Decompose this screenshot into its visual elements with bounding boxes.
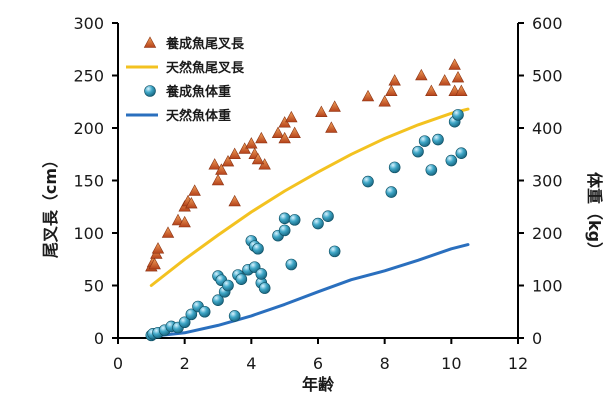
data-point-circle	[228, 310, 241, 322]
data-point-triangle	[288, 126, 301, 139]
data-point-circle	[412, 145, 424, 158]
data-point-circle	[278, 224, 291, 237]
data-point-circle	[418, 135, 431, 147]
legend-label: 養成魚体重	[165, 84, 231, 100]
data-point-triangle	[215, 163, 228, 175]
y-right-tick-label: 600	[532, 14, 563, 33]
x-tick-label: 12	[508, 354, 528, 373]
data-point-triangle	[171, 213, 185, 226]
x-tick-label: 10	[441, 354, 461, 373]
data-point-circle	[425, 164, 438, 176]
data-point-circle	[328, 245, 341, 258]
x-tick-label: 6	[313, 354, 323, 373]
data-point-circle	[452, 109, 464, 121]
data-point-triangle	[211, 173, 225, 186]
data-point-triangle	[208, 158, 221, 170]
data-point-circle	[258, 282, 271, 294]
data-point-triangle	[185, 196, 198, 209]
series-line-天然魚尾叉長	[149, 107, 470, 287]
series-layer	[145, 58, 470, 342]
x-tick-label: 4	[246, 354, 256, 373]
x-tick-label: 0	[113, 354, 123, 373]
data-point-circle	[312, 217, 324, 230]
data-point-circle	[252, 242, 264, 255]
data-point-circle	[385, 186, 398, 198]
data-point-triangle	[361, 89, 375, 102]
y-right-tick-label: 500	[532, 67, 563, 86]
data-point-circle	[222, 279, 234, 292]
data-point-circle	[198, 305, 211, 318]
data-point-triangle	[328, 100, 341, 112]
data-point-triangle	[255, 131, 268, 144]
legend-label: 天然魚体重	[166, 108, 231, 124]
data-point-circle	[388, 161, 401, 174]
data-point-circle	[445, 154, 458, 167]
data-point-circle	[212, 294, 224, 307]
data-point-triangle	[188, 184, 201, 196]
data-point-circle	[255, 268, 268, 280]
data-point-circle	[432, 133, 444, 146]
data-point-triangle	[245, 137, 258, 149]
axes: 0 2 4 6 8 10 120501001502002503000100200300400…	[73, 14, 562, 373]
legend-label: 養成魚尾叉長	[165, 36, 245, 52]
data-point-triangle	[325, 121, 338, 133]
data-point-triangle	[278, 131, 291, 144]
x-axis-label: 年齢	[302, 375, 335, 394]
y-left-tick-label: 250	[73, 67, 104, 86]
data-point-triangle	[438, 74, 451, 86]
data-point-circle	[288, 214, 301, 226]
legend-label: 天然魚尾叉長	[166, 60, 245, 76]
data-point-triangle	[415, 68, 428, 81]
data-point-triangle	[148, 257, 161, 270]
y-right-tick-label: 200	[532, 224, 563, 243]
data-point-circle	[285, 258, 298, 271]
x-tick-label: 8	[380, 354, 390, 373]
series-line-天然魚体重	[149, 243, 470, 338]
data-point-triangle	[448, 58, 461, 70]
data-point-circle	[178, 316, 191, 329]
data-point-triangle	[451, 70, 465, 83]
y-left-tick-label: 100	[73, 224, 104, 243]
data-point-triangle	[385, 84, 398, 97]
data-point-circle	[322, 210, 334, 222]
y-right-tick-label: 100	[532, 277, 563, 296]
data-point-circle	[185, 308, 198, 321]
y-left-tick-label: 50	[84, 277, 104, 296]
data-point-circle	[362, 175, 374, 188]
y-left-tick-label: 300	[73, 14, 104, 33]
y-right-axis-label: 体重（kg）	[585, 172, 603, 258]
y-left-tick-label: 150	[73, 172, 104, 191]
data-point-triangle	[425, 84, 438, 97]
x-tick-label: 2	[180, 354, 190, 373]
data-point-circle	[278, 212, 291, 225]
data-point-triangle	[221, 154, 235, 167]
data-point-triangle	[378, 95, 391, 107]
y-left-axis-label: 尾叉長（cm）	[41, 152, 60, 258]
y-left-tick-label: 0	[94, 329, 104, 348]
y-right-tick-label: 0	[532, 329, 542, 348]
y-right-tick-label: 400	[532, 119, 563, 138]
data-point-triangle	[228, 147, 241, 160]
data-point-circle	[235, 273, 248, 286]
data-point-triangle	[271, 126, 285, 139]
data-point-triangle	[315, 105, 328, 118]
data-point-triangle	[251, 152, 265, 165]
data-point-circle	[455, 147, 468, 159]
y-right-tick-label: 300	[532, 172, 563, 191]
legend-swatch-triangle	[143, 36, 157, 48]
data-point-triangle	[285, 110, 298, 123]
y-left-tick-label: 200	[73, 119, 104, 138]
legend-swatch-circle	[144, 85, 156, 97]
data-point-triangle	[178, 215, 191, 228]
data-point-triangle	[151, 242, 165, 254]
data-point-triangle	[388, 74, 401, 86]
data-point-triangle	[228, 194, 241, 207]
data-point-triangle	[455, 84, 468, 97]
data-point-triangle	[161, 226, 175, 238]
